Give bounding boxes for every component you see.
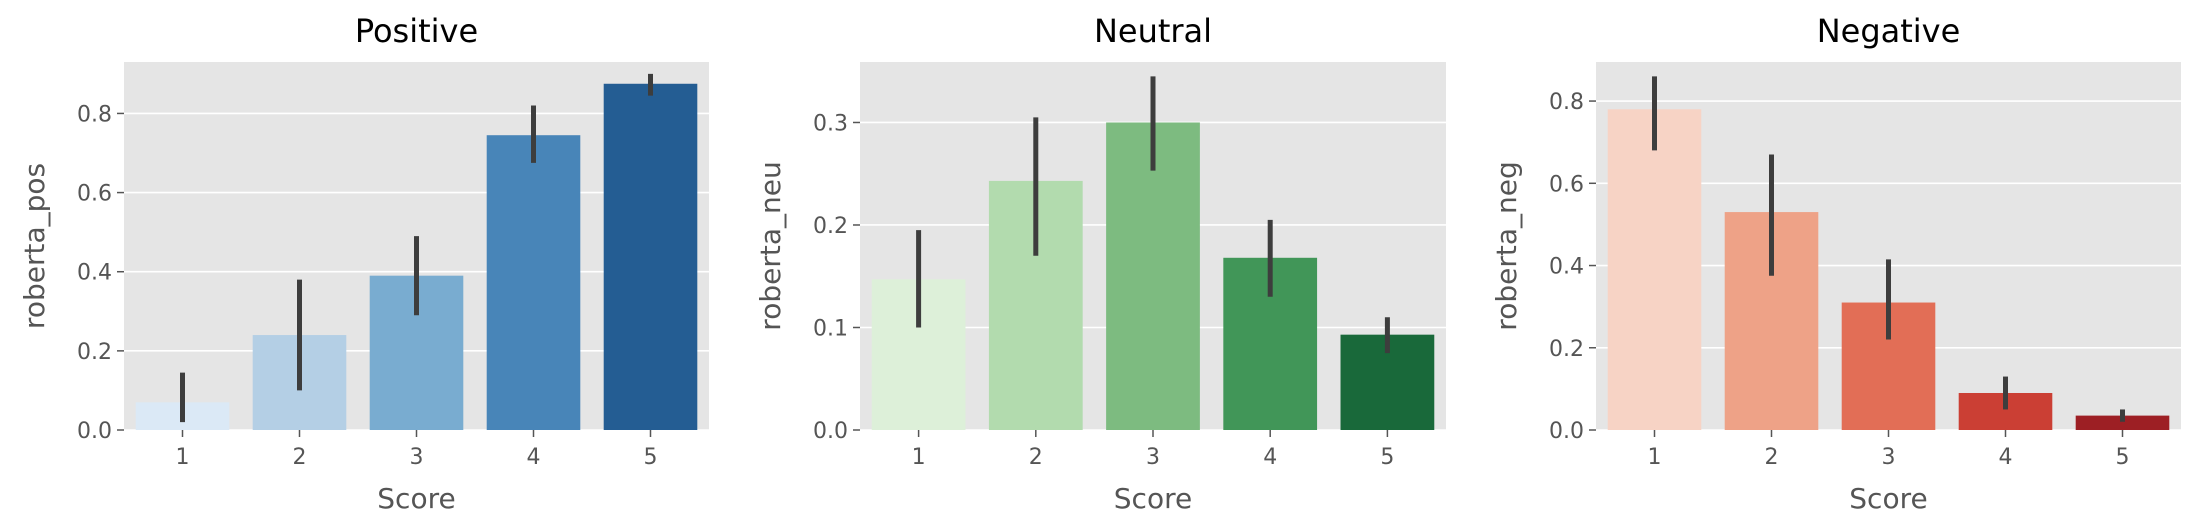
y-tick-label: 0.3: [813, 111, 848, 136]
x-tick-label: 1: [1648, 445, 1662, 470]
chart-title: Negative: [1817, 12, 1961, 50]
x-tick-label: 2: [1765, 445, 1779, 470]
x-axis-label: Score: [1114, 482, 1192, 515]
y-tick-label: 0.0: [77, 419, 112, 444]
y-tick-label: 0.0: [1549, 419, 1584, 444]
bar: [603, 83, 698, 431]
y-tick-label: 0.8: [1549, 90, 1584, 115]
chart-panel-3: 0.0 0.2 0.4 0.6 0.8 1 2 3 4 5 Negative Score roberta…: [1490, 12, 2181, 515]
y-tick-label: 0.6: [1549, 172, 1584, 197]
x-tick-label: 4: [1263, 445, 1277, 470]
bar: [1106, 122, 1200, 430]
bar: [1607, 109, 1702, 431]
x-tick-label: 3: [1146, 445, 1160, 470]
x-tick-label: 5: [2116, 445, 2130, 470]
x-tick-label: 5: [644, 445, 658, 470]
y-tick-label: 0.2: [813, 214, 848, 239]
chart-title: Positive: [355, 12, 478, 50]
y-tick-label: 0.6: [77, 182, 112, 207]
chart-title: Neutral: [1094, 12, 1212, 50]
x-tick-label: 1: [176, 445, 190, 470]
y-axis-label: roberta_pos: [18, 163, 51, 329]
x-tick-label: 2: [293, 445, 307, 470]
y-tick-label: 0.0: [813, 419, 848, 444]
y-tick-label: 0.2: [77, 340, 112, 365]
x-tick-label: 1: [912, 445, 926, 470]
bar: [2075, 415, 2170, 430]
y-tick-label: 0.1: [813, 316, 848, 341]
y-axis-label: roberta_neg: [1490, 161, 1523, 330]
y-tick-label: 0.4: [1549, 255, 1584, 280]
y-tick-label: 0.2: [1549, 337, 1584, 362]
chart-panel-1: 0.0 0.2 0.4 0.6 0.8 1 2 3 4 5 Positive Score roberta…: [18, 12, 709, 515]
bar: [486, 135, 581, 431]
x-tick-label: 3: [1882, 445, 1896, 470]
y-tick-label: 0.8: [77, 102, 112, 127]
x-tick-label: 4: [1999, 445, 2013, 470]
y-tick-label: 0.4: [77, 261, 112, 286]
y-axis-label: roberta_neu: [754, 161, 787, 330]
x-axis-label: Score: [1849, 482, 1927, 515]
x-tick-label: 4: [527, 445, 541, 470]
chart-panel-2: 0.0 0.1 0.2 0.3 1 2 3 4 5 Neutral Score roberta_neu: [754, 12, 1446, 515]
x-tick-label: 3: [410, 445, 424, 470]
x-axis-label: Score: [377, 482, 455, 515]
x-tick-label: 2: [1029, 445, 1043, 470]
x-tick-label: 5: [1380, 445, 1394, 470]
